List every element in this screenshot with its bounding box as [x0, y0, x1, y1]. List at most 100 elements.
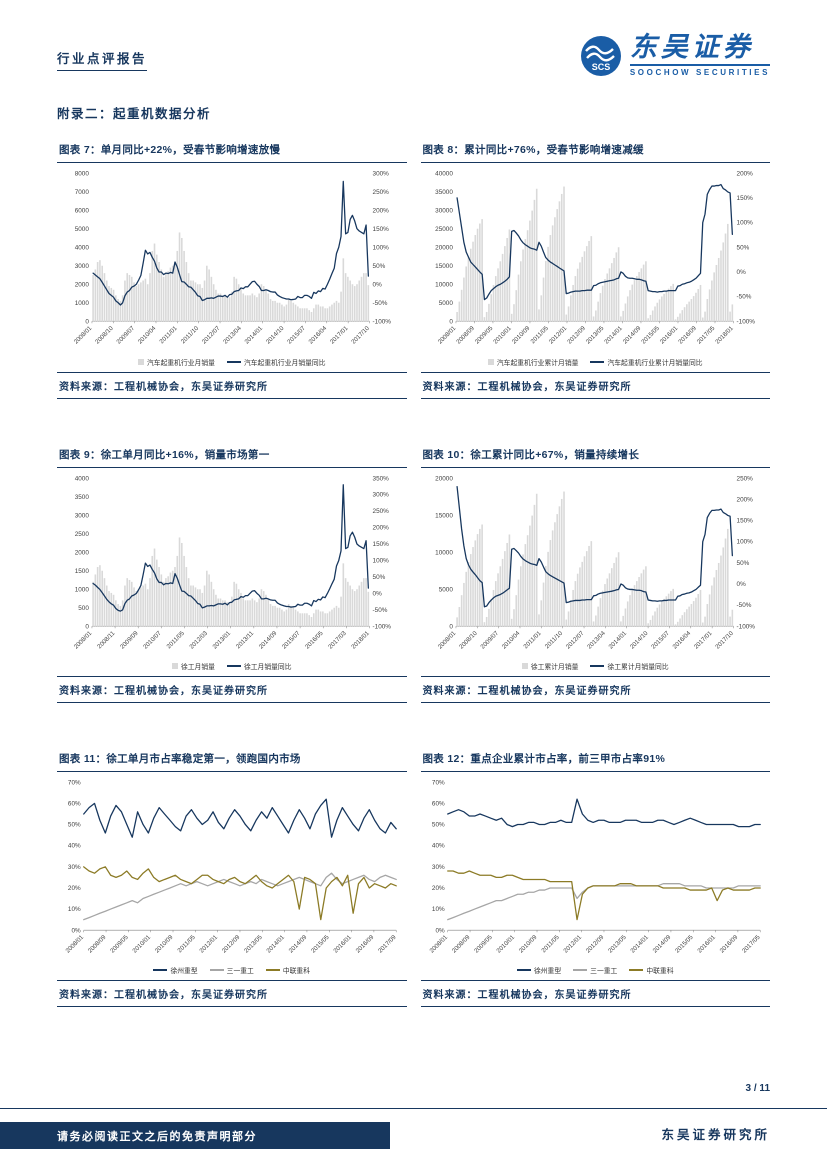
- legend-item: 汽车起重机行业月销量同比: [226, 357, 326, 367]
- svg-text:2008/01: 2008/01: [436, 629, 457, 650]
- svg-text:0%: 0%: [736, 581, 746, 588]
- svg-text:20%: 20%: [431, 885, 444, 892]
- svg-text:2015/07: 2015/07: [286, 325, 307, 346]
- svg-text:60%: 60%: [431, 800, 444, 807]
- figure-9-chart: 0 500 1000 1500 2000 2500 3000 3500 4000 -100% -50…: [73, 475, 392, 650]
- svg-text:1500: 1500: [75, 567, 90, 574]
- legend-item: 汽车起重机行业月销量: [137, 357, 215, 367]
- svg-text:2010/01: 2010/01: [131, 933, 152, 954]
- figure-10-block: 图表 10：徐工累计同比+67%，销量持续增长 0 5000 10000 15000 2…: [420, 445, 771, 703]
- legend-item: 徐州重型: [153, 965, 198, 975]
- svg-text:0%: 0%: [736, 269, 746, 276]
- svg-text:2008/11: 2008/11: [96, 629, 117, 650]
- svg-text:-100%: -100%: [373, 319, 392, 326]
- legend-line-swatch: [590, 360, 605, 363]
- legend-label: 中联重科: [646, 967, 674, 975]
- svg-text:2015/05: 2015/05: [640, 325, 661, 346]
- figure-12-block: 图表 12：重点企业累计市占率，前三甲市占率91% 0% 10% 20% 30% 40%…: [420, 749, 770, 1007]
- svg-text:2008/01: 2008/01: [73, 325, 94, 346]
- figure-10-legend: 徐工累计月销量 徐工累计月销量同比: [421, 661, 771, 671]
- legend-item: 三一重工: [573, 965, 617, 975]
- svg-text:2011/01: 2011/01: [158, 325, 179, 346]
- svg-text:-50%: -50%: [373, 606, 388, 613]
- figure-9-source: 资料来源：工程机械协会，东吴证券研究所: [57, 675, 407, 703]
- svg-text:2012/07: 2012/07: [201, 325, 222, 346]
- legend-label: 徐工月销量同比: [243, 663, 292, 671]
- svg-text:2012/01: 2012/01: [562, 933, 583, 954]
- svg-text:2018/01: 2018/01: [350, 629, 371, 650]
- page-header: 行业点评报告 SCS 东吴证券 SOOCHOW SECURITIES: [0, 0, 827, 77]
- svg-text:2008/10: 2008/10: [94, 325, 115, 346]
- svg-text:2013/04: 2013/04: [222, 325, 243, 346]
- svg-text:2013/05: 2013/05: [243, 933, 264, 954]
- svg-text:2017/05: 2017/05: [740, 933, 761, 954]
- svg-text:-50%: -50%: [736, 602, 751, 609]
- svg-text:2008/01: 2008/01: [64, 933, 85, 954]
- legend-item: 徐工累计月销量同比: [590, 661, 669, 671]
- svg-text:50%: 50%: [373, 263, 386, 270]
- svg-text:2011/10: 2011/10: [543, 629, 564, 650]
- figure-9-block: 图表 9：徐工单月同比+16%，销量市场第一 0 500 1000 1500 2000 2…: [57, 445, 407, 703]
- legend-label: 中联重科: [282, 967, 311, 975]
- footer-institute-name: 东吴证券研究所: [661, 1128, 770, 1142]
- svg-text:250%: 250%: [373, 189, 390, 196]
- svg-text:0%: 0%: [373, 590, 383, 597]
- svg-text:2016/09: 2016/09: [355, 933, 376, 954]
- svg-text:0%: 0%: [435, 927, 445, 934]
- svg-text:2012/01: 2012/01: [547, 325, 568, 346]
- svg-text:100%: 100%: [373, 557, 390, 564]
- figure-11-legend: 徐州重型 三一重工 中联重科: [57, 965, 407, 975]
- logo-text: 东吴证券 SOOCHOW SECURITIES: [629, 33, 770, 77]
- svg-text:2009/07: 2009/07: [479, 629, 500, 650]
- svg-text:2008/01: 2008/01: [428, 933, 449, 954]
- figures-grid: 图表 7：单月同比+22%，受春节影响增速放慢 0 1000 2000 3000 400…: [57, 140, 770, 1007]
- legend-label: 三一重工: [226, 967, 254, 975]
- svg-text:40%: 40%: [68, 842, 81, 849]
- svg-text:50%: 50%: [431, 821, 444, 828]
- svg-text:2016/01: 2016/01: [658, 325, 679, 346]
- svg-text:200%: 200%: [736, 171, 753, 178]
- logo-english-name: SOOCHOW SECURITIES: [629, 64, 770, 77]
- svg-text:40000: 40000: [435, 171, 453, 178]
- svg-text:2014/01: 2014/01: [603, 325, 624, 346]
- svg-text:100%: 100%: [373, 245, 390, 252]
- svg-text:2011/10: 2011/10: [180, 325, 201, 346]
- svg-text:150%: 150%: [736, 517, 753, 524]
- svg-text:200%: 200%: [736, 496, 753, 503]
- figure-11-source: 资料来源：工程机械协会，东吴证券研究所: [57, 979, 407, 1007]
- svg-text:20%: 20%: [68, 885, 81, 892]
- svg-text:2010/01: 2010/01: [492, 325, 513, 346]
- figure-7-title: 图表 7：单月同比+22%，受春节影响增速放慢: [57, 140, 407, 164]
- svg-text:70%: 70%: [431, 779, 444, 786]
- svg-text:150%: 150%: [736, 195, 753, 202]
- legend-item: 三一重工: [209, 965, 254, 975]
- svg-text:2016/05: 2016/05: [304, 629, 325, 650]
- svg-text:0: 0: [449, 319, 453, 326]
- svg-text:2011/05: 2011/05: [176, 933, 197, 954]
- svg-text:2010/09: 2010/09: [510, 325, 531, 346]
- svg-text:2017/05: 2017/05: [695, 325, 716, 346]
- svg-text:2015/05: 2015/05: [673, 933, 694, 954]
- svg-text:0%: 0%: [71, 927, 81, 934]
- svg-text:2016/04: 2016/04: [308, 325, 329, 346]
- svg-text:350%: 350%: [373, 475, 390, 482]
- legend-label: 徐州重型: [533, 967, 562, 975]
- svg-text:-100%: -100%: [736, 319, 755, 326]
- legend-line-swatch: [265, 968, 280, 971]
- svg-text:2015/07: 2015/07: [650, 629, 671, 650]
- svg-text:60%: 60%: [68, 800, 81, 807]
- svg-text:6000: 6000: [75, 208, 90, 215]
- svg-text:2016/09: 2016/09: [677, 325, 698, 346]
- svg-text:300%: 300%: [373, 171, 390, 178]
- svg-text:2017/01: 2017/01: [692, 629, 713, 650]
- soochow-logo: SCS 东吴证券 SOOCHOW SECURITIES: [580, 33, 770, 77]
- svg-text:2000: 2000: [75, 549, 90, 556]
- footer-disclaimer-text: 请务必阅读正文之后的免责声明部分: [57, 1130, 257, 1143]
- svg-text:2012/09: 2012/09: [584, 933, 605, 954]
- svg-text:0: 0: [85, 623, 89, 630]
- legend-line-swatch: [573, 968, 588, 971]
- svg-text:2010/09: 2010/09: [517, 933, 538, 954]
- svg-text:200%: 200%: [373, 208, 390, 215]
- svg-text:2010/01: 2010/01: [495, 933, 516, 954]
